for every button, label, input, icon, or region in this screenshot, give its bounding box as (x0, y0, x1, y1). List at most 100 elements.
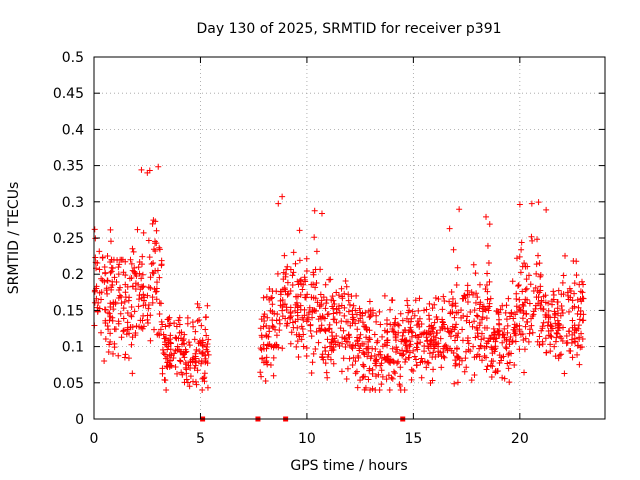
data-point (576, 316, 583, 323)
data-point (506, 359, 513, 366)
data-point (102, 336, 109, 343)
data-point (402, 338, 409, 345)
data-point (198, 322, 205, 329)
data-point (430, 349, 437, 356)
data-point (167, 332, 174, 339)
data-point (411, 353, 418, 360)
data-point (487, 295, 494, 302)
data-point (428, 336, 435, 343)
data-point (526, 300, 533, 307)
data-point (107, 238, 114, 245)
x-tick-label: 15 (404, 431, 422, 447)
data-point (478, 336, 485, 343)
data-point (413, 362, 420, 369)
data-point (122, 289, 129, 296)
data-point (393, 348, 400, 355)
data-point (330, 316, 337, 323)
data-point (559, 279, 566, 286)
data-point (553, 334, 560, 341)
data-point (570, 257, 577, 264)
data-point (183, 370, 190, 377)
data-point (113, 279, 120, 286)
data-point (362, 309, 369, 316)
data-point (493, 335, 500, 342)
data-point (318, 325, 325, 332)
data-point (539, 325, 546, 332)
data-point (360, 349, 367, 356)
data-point (365, 338, 372, 345)
data-point (456, 361, 463, 368)
data-point (512, 338, 519, 345)
data-point (168, 351, 175, 358)
data-point (504, 360, 511, 367)
data-point (378, 355, 385, 362)
data-point (412, 297, 419, 304)
data-point (367, 307, 374, 314)
data-point (192, 362, 199, 369)
data-point (124, 326, 131, 333)
data-point (423, 364, 430, 371)
data-point (450, 246, 457, 253)
data-point (359, 310, 366, 317)
data-point (550, 288, 557, 295)
data-point (397, 387, 404, 394)
data-point (103, 285, 110, 292)
data-point (92, 254, 99, 261)
data-point (153, 227, 160, 234)
data-point (157, 326, 164, 333)
data-point (126, 330, 133, 337)
data-point (378, 381, 385, 388)
data-point (147, 312, 154, 319)
data-point (298, 336, 305, 343)
data-point (399, 347, 406, 354)
data-point (469, 323, 476, 330)
data-point (139, 325, 146, 332)
data-point (558, 351, 565, 358)
data-point (180, 351, 187, 358)
data-point (454, 264, 461, 271)
data-point (454, 379, 461, 386)
data-point (147, 337, 154, 344)
data-point (284, 263, 291, 270)
data-point (543, 312, 550, 319)
data-point (144, 319, 151, 326)
data-point (519, 315, 526, 322)
data-point (109, 281, 116, 288)
data-point (310, 269, 317, 276)
data-point (578, 330, 585, 337)
data-points (91, 163, 587, 422)
data-point (132, 330, 139, 337)
data-point (130, 248, 137, 255)
data-point (435, 343, 442, 350)
data-point (551, 343, 558, 350)
data-point (569, 354, 576, 361)
data-point (479, 314, 486, 321)
data-point (101, 306, 108, 313)
data-point (408, 366, 415, 373)
data-point (459, 357, 466, 364)
data-point (404, 302, 411, 309)
data-point (292, 260, 299, 267)
data-point (438, 323, 445, 330)
data-point (501, 325, 508, 332)
data-point (519, 288, 526, 295)
data-point (528, 233, 535, 240)
data-point (178, 369, 185, 376)
data-point (312, 284, 319, 291)
data-point (176, 329, 183, 336)
data-point (308, 369, 315, 376)
data-point (528, 200, 535, 207)
data-point (435, 351, 442, 358)
data-point (498, 357, 505, 364)
data-point (149, 299, 156, 306)
data-point (429, 328, 436, 335)
data-point (453, 321, 460, 328)
data-point (540, 293, 547, 300)
data-point (490, 325, 497, 332)
data-point (366, 298, 373, 305)
data-point (347, 322, 354, 329)
data-point (159, 346, 166, 353)
data-point (101, 263, 108, 270)
data-point (177, 358, 184, 365)
data-point (472, 334, 479, 341)
